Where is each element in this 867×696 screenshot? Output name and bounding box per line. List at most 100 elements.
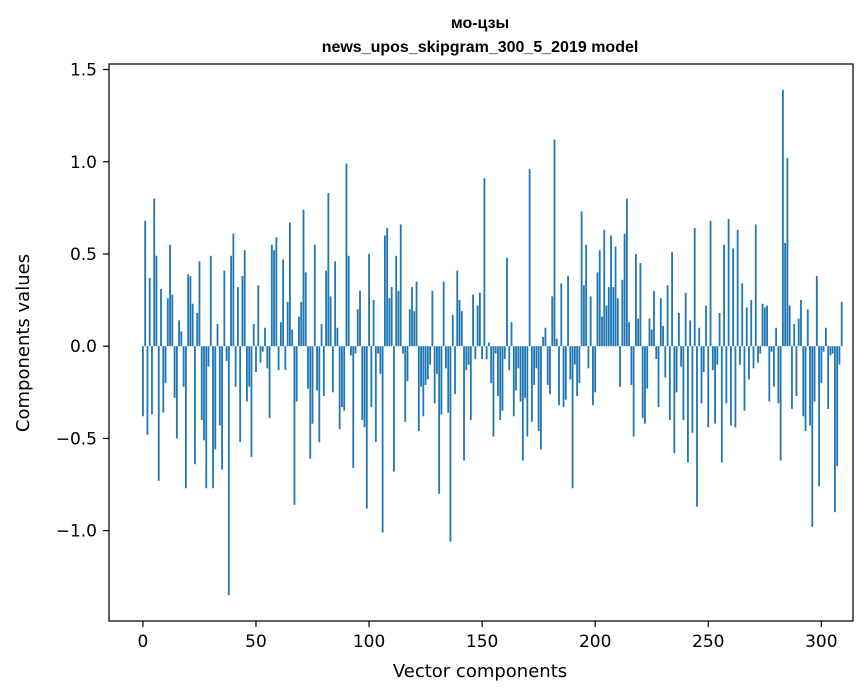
bar <box>406 346 409 382</box>
bar <box>691 346 694 433</box>
bar <box>662 325 664 347</box>
bar <box>399 224 402 347</box>
x-tick-label: 50 <box>245 632 267 652</box>
bar <box>268 346 271 419</box>
bar <box>196 312 199 347</box>
bar <box>241 276 244 347</box>
bar <box>682 346 685 420</box>
bar <box>598 250 601 347</box>
bar <box>621 279 624 347</box>
bar <box>732 248 735 347</box>
y-axis-ticks: −1.0 −0.5 0.0 0.5 1.0 1.5 <box>56 61 109 542</box>
bar <box>363 346 366 428</box>
bar <box>515 346 517 391</box>
bar <box>546 346 549 385</box>
bar <box>198 261 201 347</box>
bar <box>295 346 298 402</box>
bar <box>354 346 357 354</box>
bar <box>223 270 226 347</box>
bar <box>322 346 325 396</box>
bar <box>567 276 569 347</box>
bar <box>729 346 732 426</box>
bar <box>488 342 490 347</box>
bar <box>743 346 746 411</box>
bar <box>279 322 282 347</box>
bar <box>221 346 223 470</box>
bar <box>187 274 190 347</box>
bar <box>395 255 398 347</box>
bar <box>431 290 434 347</box>
bar <box>512 346 515 417</box>
bar <box>157 346 160 481</box>
bar <box>646 346 649 389</box>
bar <box>293 346 296 505</box>
bar <box>205 346 208 489</box>
bar <box>397 290 400 347</box>
bar <box>521 346 524 461</box>
bar <box>370 346 373 408</box>
bar <box>252 324 255 347</box>
x-tick-label: 300 <box>805 632 837 652</box>
x-tick-label: 200 <box>579 632 611 652</box>
bar <box>383 235 386 347</box>
bar <box>497 346 499 396</box>
bars-group <box>142 89 843 596</box>
bar <box>558 346 560 406</box>
bar <box>564 346 567 400</box>
bar <box>175 346 178 439</box>
bar <box>189 276 192 347</box>
bar <box>576 346 579 396</box>
bar <box>334 261 337 347</box>
bar <box>298 316 300 347</box>
bar <box>309 346 312 459</box>
bar <box>768 346 771 402</box>
bar <box>723 244 726 347</box>
bar <box>178 320 181 347</box>
bar <box>804 346 807 432</box>
bar <box>474 346 477 360</box>
bar <box>757 346 759 363</box>
bar <box>266 346 269 369</box>
bar <box>549 346 551 395</box>
bar <box>311 346 314 424</box>
bar <box>160 289 162 347</box>
bar <box>718 312 721 347</box>
bar <box>562 346 565 408</box>
bar <box>653 290 655 347</box>
bar <box>284 346 287 371</box>
bar <box>291 329 294 347</box>
bar <box>356 309 359 347</box>
bar <box>225 346 228 361</box>
bar <box>696 346 698 507</box>
bar <box>169 244 171 347</box>
bar <box>338 346 341 430</box>
bar <box>840 301 843 347</box>
bar <box>594 346 597 393</box>
bar <box>341 346 343 408</box>
bar <box>705 305 707 347</box>
bar <box>770 346 773 352</box>
bar <box>630 346 633 385</box>
bar <box>797 318 800 347</box>
bar <box>289 222 291 347</box>
bar <box>648 318 651 347</box>
bar <box>227 346 230 596</box>
bar <box>302 209 305 347</box>
bar <box>331 346 334 393</box>
bar <box>200 346 203 420</box>
bar <box>246 346 248 402</box>
bar <box>234 346 237 387</box>
bar <box>286 301 289 347</box>
bar <box>408 309 411 347</box>
bar <box>761 303 764 347</box>
bar <box>212 346 214 489</box>
y-tick-label: 0.0 <box>70 337 97 357</box>
bar <box>772 346 775 387</box>
bar <box>182 346 185 387</box>
bar <box>587 346 590 369</box>
bar <box>569 346 572 380</box>
bar <box>614 246 617 347</box>
bar <box>352 346 355 468</box>
x-tick-label: 150 <box>466 632 498 652</box>
bar <box>827 346 830 409</box>
